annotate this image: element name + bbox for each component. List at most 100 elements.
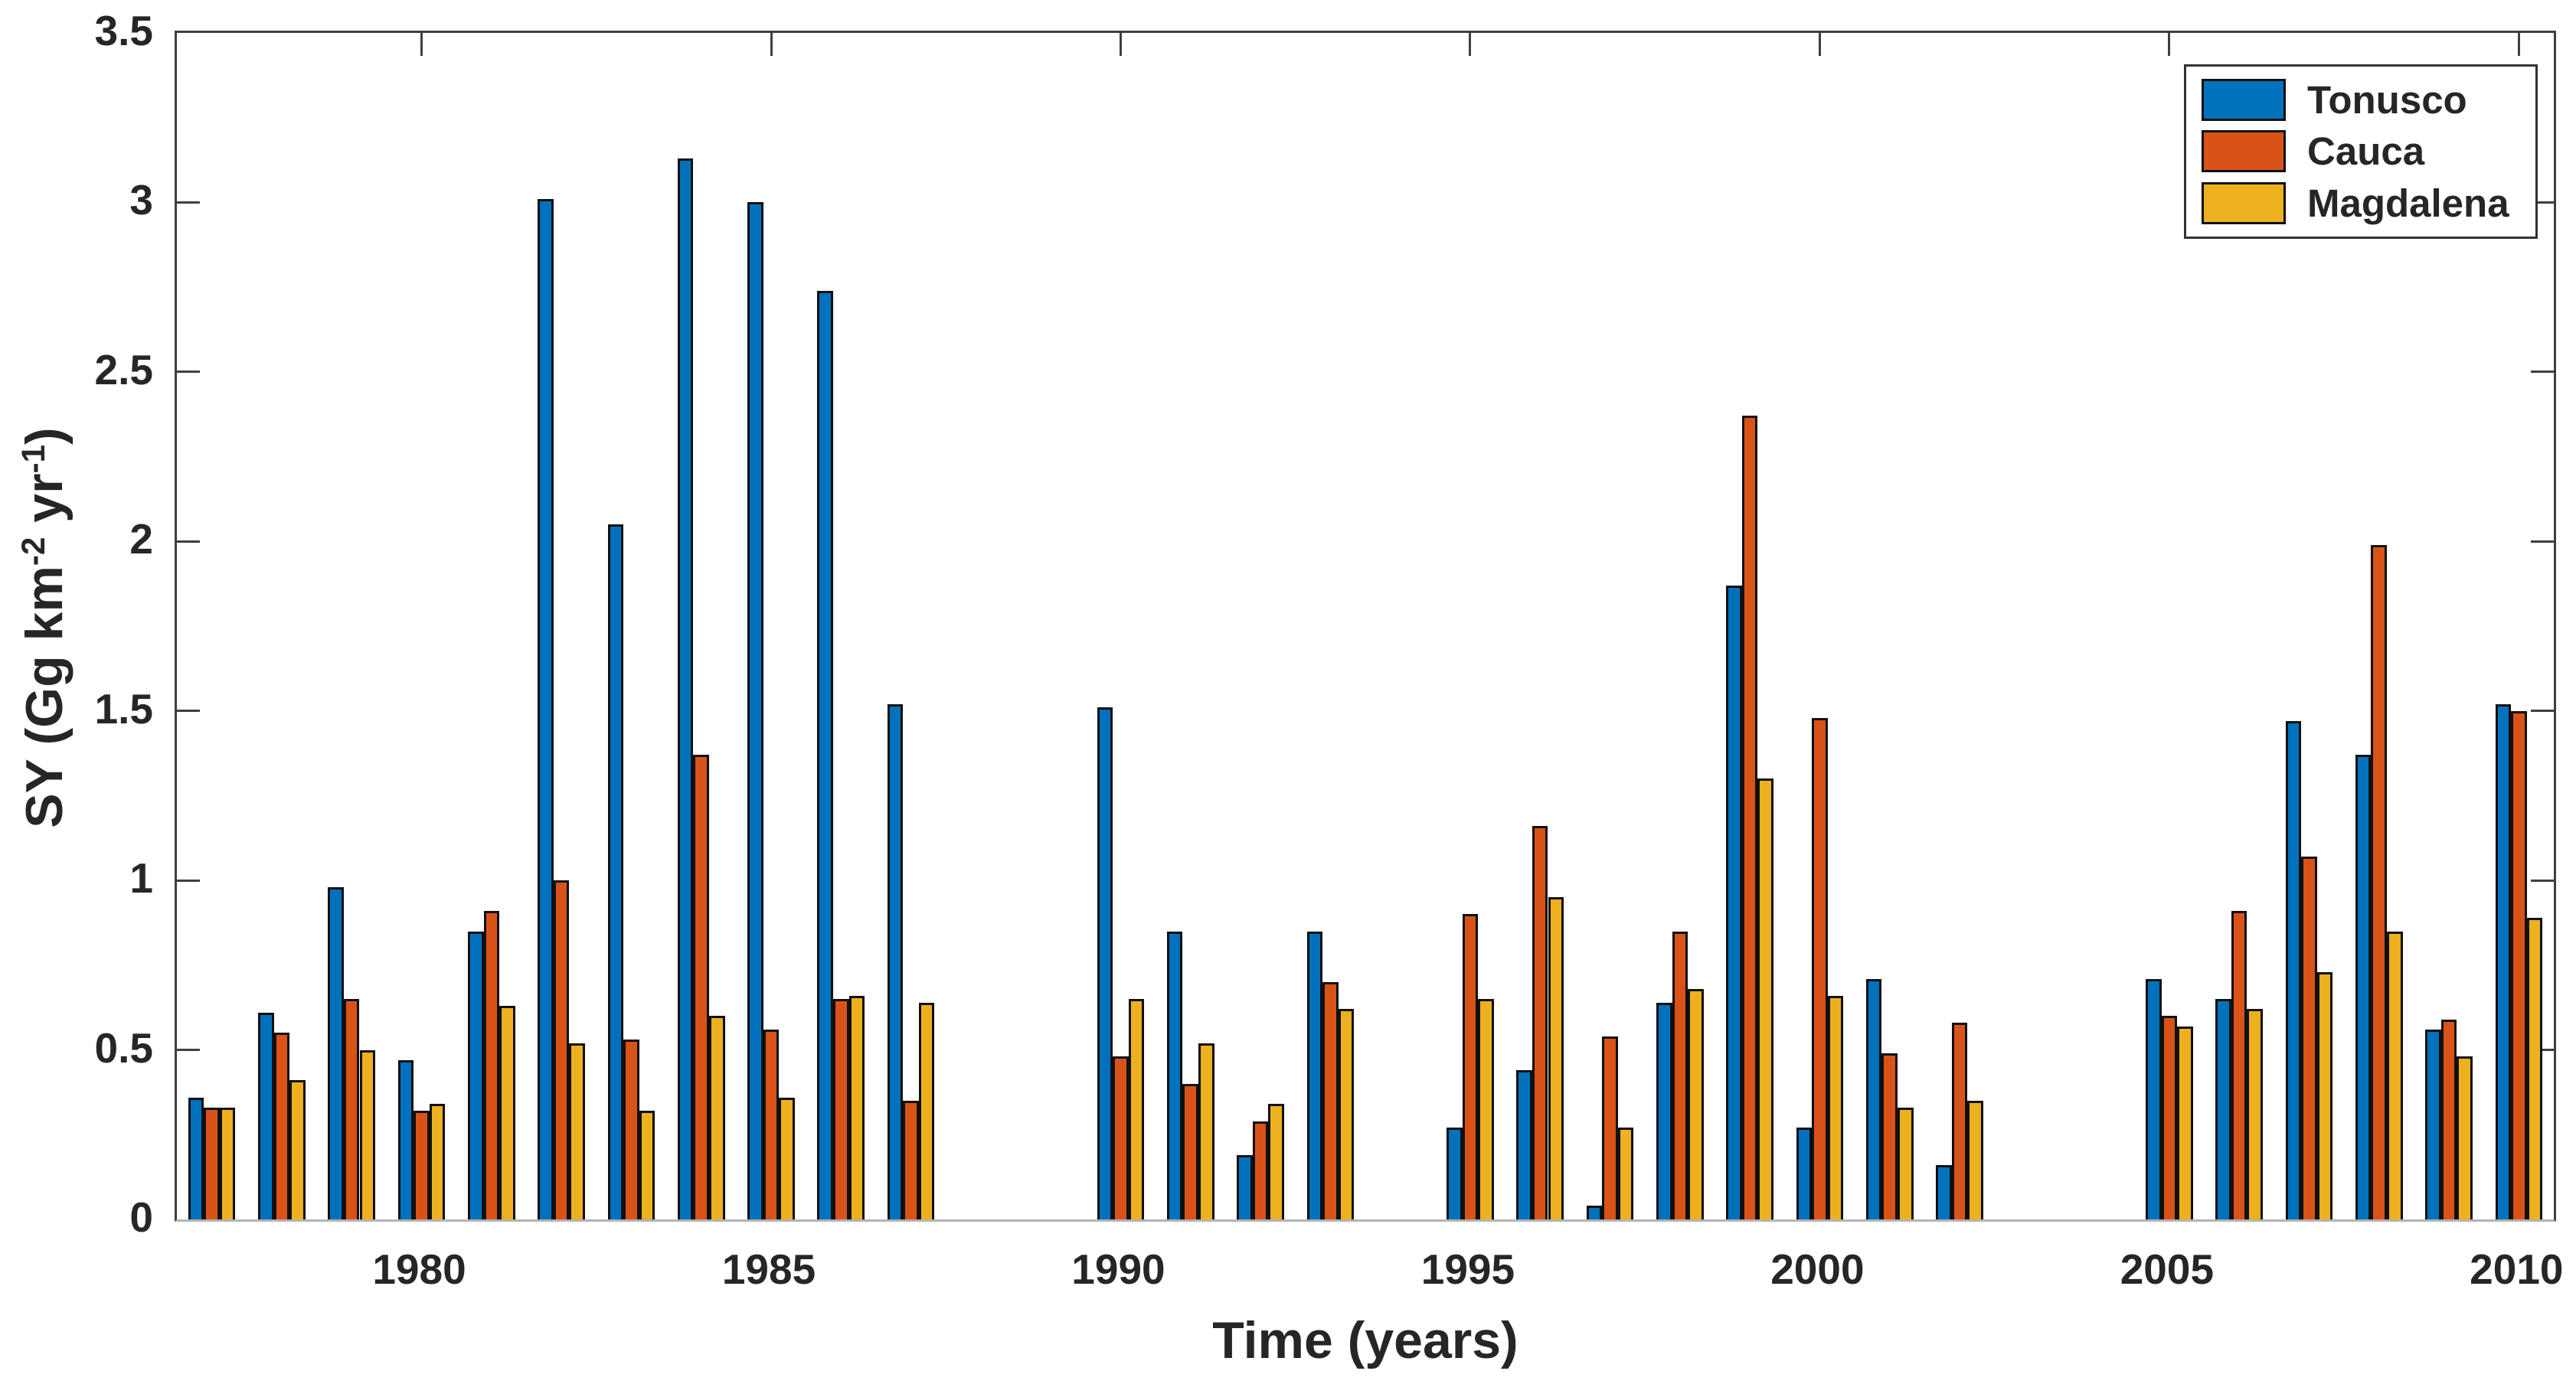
legend: Tonusco Cauca Magdalena	[2184, 64, 2538, 239]
y-tick-label: 1	[129, 854, 153, 903]
legend-label: Magdalena	[2307, 181, 2509, 225]
bar-tonusco-1996	[1516, 1070, 1532, 1219]
bar-cauca-1995	[1462, 914, 1479, 1219]
bar-tonusco-1990	[1097, 707, 1113, 1219]
x-tick-label: 1995	[1420, 1245, 1515, 1293]
bar-tonusco-2000	[1796, 1128, 1813, 1219]
bar-cauca-1986	[833, 999, 849, 1219]
bar-cauca-2000	[1812, 717, 1828, 1219]
bar-cauca-1983	[623, 1040, 639, 1219]
bar-magdalena-1985	[779, 1097, 795, 1219]
x-axis-tick-top	[2168, 33, 2171, 56]
bar-magdalena-1984	[708, 1016, 725, 1219]
bar-magdalena-1993	[1338, 1009, 1355, 1219]
y-tick-label: 3.5	[94, 7, 153, 54]
x-axis-tick-top	[770, 33, 773, 56]
legend-item-magdalena: Magdalena	[2186, 181, 2535, 225]
bar-cauca-1997	[1602, 1036, 1618, 1219]
y-tick-label: 2.5	[94, 345, 153, 393]
bar-magdalena-1981	[499, 1006, 515, 1219]
bar-magdalena-1978	[289, 1080, 306, 1219]
bar-magdalena-1979	[359, 1049, 376, 1219]
bar-magdalena-1986	[848, 995, 865, 1219]
bar-tonusco-1984	[677, 158, 694, 1219]
bar-cauca-1987	[903, 1101, 919, 1219]
y-axis-label: SY (Gg km-2 yr-1)	[12, 168, 77, 1087]
bar-tonusco-1982	[538, 199, 554, 1219]
bar-tonusco-1999	[1726, 585, 1742, 1219]
y-tick-label: 0.5	[94, 1023, 153, 1072]
bar-tonusco-1980	[397, 1059, 414, 1219]
bar-magdalena-2000	[1827, 995, 1844, 1219]
y-axis-tick	[2531, 201, 2554, 204]
y-axis-tick	[177, 710, 200, 713]
y-tick-label: 0	[129, 1193, 153, 1241]
bar-cauca-2008	[2371, 544, 2388, 1219]
bar-cauca-1991	[1182, 1083, 1199, 1219]
bar-tonusco-2008	[2355, 755, 2372, 1219]
bar-magdalena-1983	[639, 1111, 655, 1219]
bar-tonusco-1977	[188, 1097, 204, 1219]
y-axis-tick	[2531, 710, 2554, 713]
bar-magdalena-1992	[1268, 1104, 1284, 1219]
bar-magdalena-1982	[569, 1043, 585, 1219]
bar-tonusco-2005	[2146, 978, 2162, 1219]
bar-magdalena-2001	[1897, 1107, 1914, 1219]
y-axis-label-superscript: -1	[15, 444, 51, 474]
x-tick-label: 1990	[1071, 1245, 1165, 1293]
bar-tonusco-1985	[747, 202, 763, 1219]
bar-tonusco-2001	[1865, 978, 1882, 1219]
bar-tonusco-1991	[1166, 931, 1183, 1219]
bar-cauca-1993	[1322, 982, 1339, 1219]
x-axis-tick-top	[2517, 33, 2520, 56]
bar-cauca-1984	[693, 755, 709, 1219]
bar-magdalena-1980	[429, 1104, 446, 1219]
y-axis-tick	[177, 540, 200, 543]
bar-magdalena-1987	[918, 1002, 935, 1219]
plot-area	[175, 31, 2556, 1222]
y-tick-label: 1.5	[94, 684, 153, 733]
x-tick-label: 1985	[721, 1245, 816, 1293]
bar-cauca-1978	[273, 1033, 290, 1219]
y-axis-tick	[177, 201, 200, 204]
bar-magdalena-1991	[1198, 1043, 1214, 1219]
bar-cauca-2001	[1881, 1053, 1898, 1219]
y-axis-tick	[177, 370, 200, 374]
x-axis-tick-top	[1818, 33, 1821, 56]
bar-magdalena-1977	[219, 1107, 236, 1219]
bar-cauca-1990	[1113, 1056, 1129, 1219]
x-tick-label: 1980	[372, 1245, 466, 1293]
y-axis-tick	[177, 1049, 200, 1052]
bar-cauca-2009	[2440, 1019, 2457, 1219]
x-axis-tick-top	[420, 33, 423, 56]
bar-tonusco-1986	[817, 290, 833, 1219]
bar-magdalena-2010	[2526, 917, 2543, 1219]
bar-magdalena-2009	[2457, 1056, 2473, 1219]
bar-cauca-1998	[1672, 931, 1688, 1219]
bar-cauca-2002	[1951, 1023, 1968, 1219]
x-axis-tick-top	[1119, 33, 1122, 56]
bar-tonusco-1998	[1656, 1002, 1672, 1219]
x-axis-tick-top	[1469, 33, 1472, 56]
bar-magdalena-2006	[2247, 1009, 2263, 1219]
bar-tonusco-1993	[1306, 931, 1323, 1219]
bar-cauca-2010	[2511, 710, 2527, 1219]
legend-label: Cauca	[2307, 129, 2425, 174]
bar-tonusco-1997	[1586, 1206, 1603, 1219]
y-axis-tick	[2531, 540, 2554, 543]
bar-cauca-1982	[553, 880, 570, 1219]
legend-swatch-tonusco	[2202, 79, 2286, 122]
x-axis-label: Time (years)	[1212, 1311, 1518, 1369]
bar-magdalena-2007	[2316, 971, 2333, 1219]
bar-cauca-1996	[1532, 826, 1548, 1219]
bar-magdalena-2008	[2387, 931, 2403, 1219]
bar-cauca-1999	[1741, 416, 1758, 1219]
bar-magdalena-1998	[1688, 988, 1704, 1219]
bar-tonusco-1983	[607, 524, 624, 1219]
legend-swatch-cauca	[2202, 130, 2286, 173]
bar-tonusco-2010	[2495, 703, 2512, 1219]
bar-tonusco-1981	[468, 931, 484, 1219]
y-axis-tick	[177, 879, 200, 882]
y-tick-label: 3	[129, 176, 153, 224]
